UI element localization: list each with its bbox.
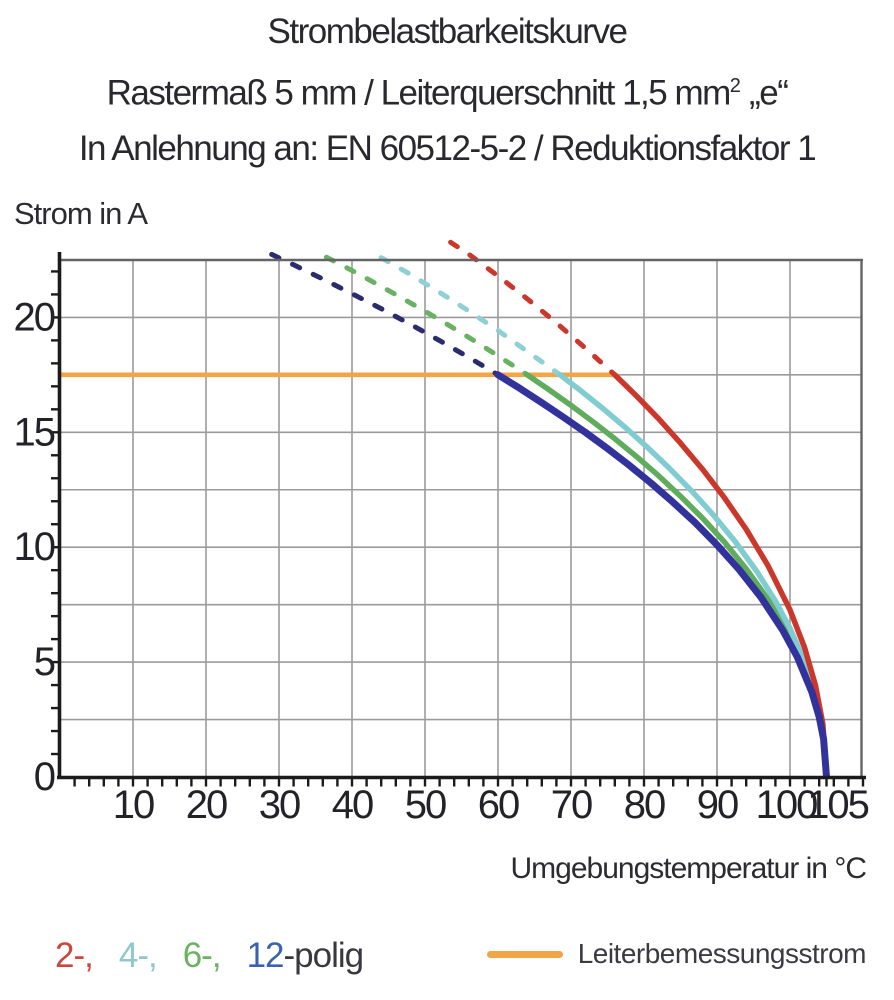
title-line-2: Rastermaß 5 mm / Leiterquerschnitt 1,5 m… xyxy=(0,59,894,121)
curve-4-polig-dashed xyxy=(378,255,563,378)
curve-6-polig-dashed xyxy=(323,254,530,378)
legend-item-12-polig: 12 -polig xyxy=(246,936,365,976)
curve-2-polig-solid xyxy=(612,372,830,779)
curve-2-polig-dashed xyxy=(448,239,618,378)
chart-title-block: Strombelastbarkeitskurve Rastermaß 5 mm … xyxy=(0,4,894,176)
superscript-2: 2 xyxy=(729,75,741,97)
y-tick-label: 5 xyxy=(34,640,55,684)
legend-suffix-polig: -polig xyxy=(283,936,365,975)
y-tick-label: 15 xyxy=(14,410,55,454)
x-tick-label: 90 xyxy=(697,783,738,827)
legend-item-6-polig: 6-, xyxy=(182,936,222,975)
x-tick-label: 10 xyxy=(113,783,154,827)
y-tick-label: 20 xyxy=(14,295,55,339)
rated-line-swatch xyxy=(486,950,563,958)
curve-12-polig-dashed xyxy=(269,251,501,378)
x-tick-label: 20 xyxy=(186,783,227,827)
x-tick-label: 105 xyxy=(807,783,868,827)
x-axis-label: Umgebungstemperatur in °C xyxy=(510,852,867,885)
curve-12-polig-solid xyxy=(494,371,830,779)
x-tick-label: 40 xyxy=(332,783,373,827)
curve-4-polig-solid xyxy=(557,372,830,779)
y-tick-label: 10 xyxy=(14,525,55,569)
title-line-1: Strombelastbarkeitskurve xyxy=(267,12,628,51)
rated-line-legend: Leiterbemessungsstrom xyxy=(486,938,867,970)
y-tick-label: 0 xyxy=(34,755,55,799)
x-tick-label: 80 xyxy=(624,783,665,827)
title-line-2-quote-e: „e“ xyxy=(740,73,789,113)
title-line-2-text: Rastermaß 5 mm / Leiterquerschnitt 1,5 m… xyxy=(106,73,732,113)
legend-item-12-number: 12 xyxy=(246,936,285,975)
rated-line-label: Leiterbemessungsstrom xyxy=(577,938,867,969)
legend-item-2-polig: 2-, xyxy=(55,936,94,975)
series-legend: 2-, 4-, 6-, 12 -polig xyxy=(55,936,365,976)
legend-item-4-polig: 4-, xyxy=(118,936,158,975)
x-tick-label: 30 xyxy=(259,783,300,827)
x-tick-label: 60 xyxy=(478,783,519,827)
x-tick-label: 50 xyxy=(405,783,446,827)
x-tick-label: 70 xyxy=(551,783,592,827)
y-axis-label: Strom in A xyxy=(14,196,148,231)
x-tick-label: 100 xyxy=(756,783,817,827)
title-line-3: In Anlehnung an: EN 60512-5-2 / Reduktio… xyxy=(78,128,817,168)
